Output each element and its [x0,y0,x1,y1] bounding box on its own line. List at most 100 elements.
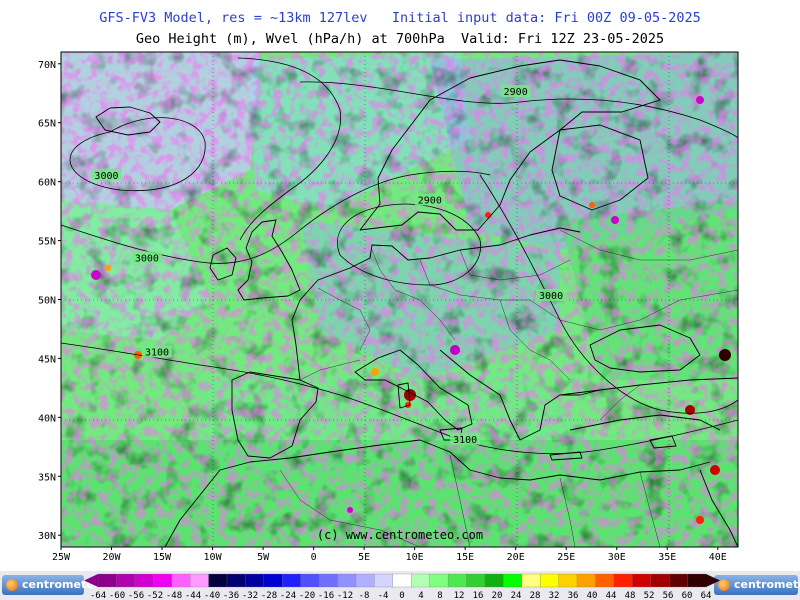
legend-label: 4 [418,591,423,600]
coast-north-africa [219,439,711,481]
legend-label: 20 [492,591,503,600]
legend-swatch [245,573,265,588]
legend-label: 48 [625,591,636,600]
lon-label: 25W [52,552,71,563]
legend-label: -48 [166,591,182,600]
lon-label: 20W [102,552,121,563]
legend-label: -8 [359,591,370,600]
legend-swatch [503,573,523,588]
legend-swatch [153,573,173,588]
lat-label: 35N [38,472,56,483]
contour-labels-layer: 3000 3000 3100 2900 2900 3000 3100 [91,85,567,446]
legend-swatch [521,573,541,588]
logo-text-left: centrometeo [22,578,102,591]
map-title-line1: GFS-FV3 Model, res = ~13km 127lev Initia… [99,10,701,26]
lon-label: 0 [311,552,317,563]
legend-swatch [484,573,504,588]
contour-label: 3000 [94,171,118,182]
legend-swatch [411,573,431,588]
legend-label: 0 [399,591,404,600]
legend-label: -64 [90,591,106,600]
coast-red-sea [699,469,738,547]
legend-label: 12 [454,591,465,600]
legend-label: 40 [587,591,598,600]
legend-arrow-left [84,574,98,587]
legend-label: 28 [530,591,541,600]
legend-label: 60 [682,591,693,600]
centrometeo-logo-right: centrometeo [714,575,800,595]
logo-sun-icon [718,579,730,591]
longitude-axis: 25W 20W 15W 10W 5W 0 5E 10E 15E 20E 25E 30E 35E 40E [52,547,727,563]
lat-label: 70N [38,60,56,71]
contour-label: 2900 [418,196,442,207]
legend-label: 56 [663,591,674,600]
coast-black-sea [589,324,701,373]
legend-swatch [558,573,578,588]
legend-label: -60 [109,591,125,600]
legend-label: 16 [473,591,484,600]
coast-france-west [291,299,301,381]
legend-swatch [632,573,652,588]
geopotential-contours [61,57,738,455]
lat-label: 60N [38,178,56,189]
legend-label: -28 [261,591,277,600]
legend-label: -36 [223,591,239,600]
coast-turkey-south [569,414,721,431]
watermark: (c) www.centrometeo.com [317,528,483,542]
contour-label: 3000 [539,291,563,302]
legend-swatch [97,573,117,588]
legend-swatch [282,573,302,588]
contour-3000-main [61,170,491,264]
contour-2900-north [299,81,738,139]
contour-3100-atlantic [61,342,738,455]
lat-label: 65N [38,119,56,130]
legend-swatch [226,573,246,588]
legend-swatch [263,573,283,588]
legend-label: -4 [378,591,389,600]
legend-swatch [134,573,154,588]
coast-ireland [209,247,237,281]
legend-swatch [595,573,615,588]
contour-label: 3100 [145,348,169,359]
lat-label: 55N [38,237,56,248]
legend-swatch [687,573,707,588]
legend-label: -16 [318,591,334,600]
lat-label: 30N [38,531,56,542]
legend-label: -40 [204,591,220,600]
legend-label: -52 [147,591,163,600]
coastlines [95,59,738,547]
latitude-axis: 70N 65N 60N 55N 50N 45N 40N 35N 30N [38,60,61,542]
legend-label: 24 [511,591,522,600]
coast-iberia [231,371,319,459]
legend-swatch [613,573,633,588]
legend-label: -12 [337,591,353,600]
contour-2900-baltic [337,203,482,286]
convective-spots [91,96,731,524]
legend-swatch [466,573,486,588]
lat-label: 45N [38,354,56,365]
legend-label: 64 [701,591,712,600]
contour-3000-east [479,174,738,414]
legend-swatch [337,573,357,588]
legend-swatch [318,573,338,588]
contour-label-bg [500,85,531,98]
contour-label-bg [91,168,122,181]
contour-label-bg [414,193,445,206]
coast-continent-north [299,227,581,301]
contour-label-bg [536,288,567,301]
legend-label: 32 [549,591,560,600]
legend-swatch [171,573,191,588]
lon-label: 15W [153,552,172,563]
coast-morocco-atlantic [164,469,221,547]
legend-swatch [392,573,412,588]
contour-label-bg [131,251,162,264]
contour-3000-polar [237,57,342,241]
contour-label-bg [141,345,172,358]
contour-label: 3000 [135,253,159,264]
centrometeo-logo-left: centrometeo [2,575,101,595]
lat-label: 50N [38,296,56,307]
lon-label: 10E [406,552,424,563]
legend-label: 52 [644,591,655,600]
contour-label: 3100 [453,435,477,446]
